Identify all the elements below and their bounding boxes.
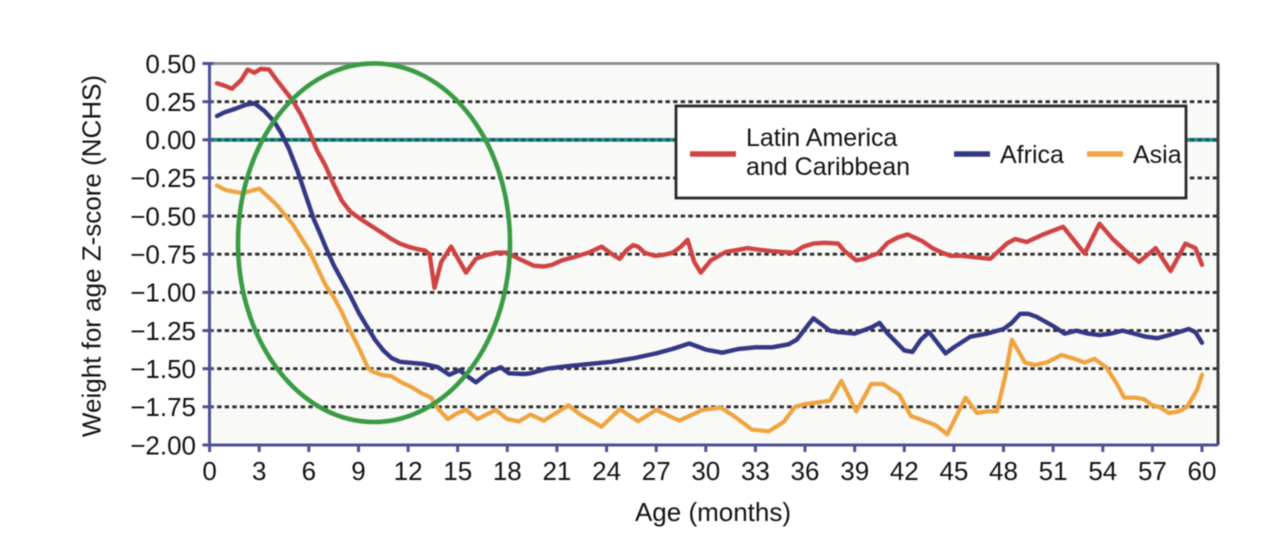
svg-text:−1.25: −1.25	[130, 316, 196, 346]
svg-text:Weight for age Z-score (NCHS): Weight for age Z-score (NCHS)	[77, 75, 107, 437]
svg-text:9: 9	[351, 456, 365, 486]
svg-text:27: 27	[642, 456, 671, 486]
svg-text:−0.75: −0.75	[130, 240, 196, 270]
svg-text:51: 51	[1039, 456, 1068, 486]
svg-text:0.50: 0.50	[145, 49, 196, 79]
svg-text:0.25: 0.25	[145, 87, 196, 117]
svg-text:48: 48	[989, 456, 1018, 486]
svg-text:36: 36	[791, 456, 820, 486]
svg-text:−0.50: −0.50	[130, 201, 196, 231]
svg-text:−2.00: −2.00	[130, 430, 196, 460]
svg-text:60: 60	[1188, 456, 1217, 486]
svg-text:18: 18	[493, 456, 522, 486]
svg-text:15: 15	[443, 456, 472, 486]
svg-text:and Caribbean: and Caribbean	[746, 153, 910, 181]
svg-text:3: 3	[252, 456, 266, 486]
svg-text:−1.50: −1.50	[130, 354, 196, 384]
svg-text:−0.25: −0.25	[130, 163, 196, 193]
svg-text:33: 33	[741, 456, 770, 486]
svg-text:57: 57	[1138, 456, 1167, 486]
svg-text:39: 39	[840, 456, 869, 486]
svg-text:−1.00: −1.00	[130, 278, 196, 308]
svg-text:0.00: 0.00	[145, 125, 196, 155]
svg-text:30: 30	[691, 456, 720, 486]
svg-text:Asia: Asia	[1133, 141, 1182, 169]
svg-text:21: 21	[542, 456, 571, 486]
svg-text:Latin America: Latin America	[746, 124, 898, 152]
svg-text:12: 12	[394, 456, 423, 486]
svg-text:24: 24	[592, 456, 621, 486]
svg-text:−1.75: −1.75	[130, 392, 196, 422]
svg-text:6: 6	[302, 456, 316, 486]
svg-text:Africa: Africa	[1000, 141, 1064, 169]
svg-text:54: 54	[1088, 456, 1117, 486]
svg-text:45: 45	[939, 456, 968, 486]
svg-text:0: 0	[202, 456, 216, 486]
svg-text:42: 42	[890, 456, 919, 486]
svg-text:Age (months): Age (months)	[635, 497, 791, 527]
